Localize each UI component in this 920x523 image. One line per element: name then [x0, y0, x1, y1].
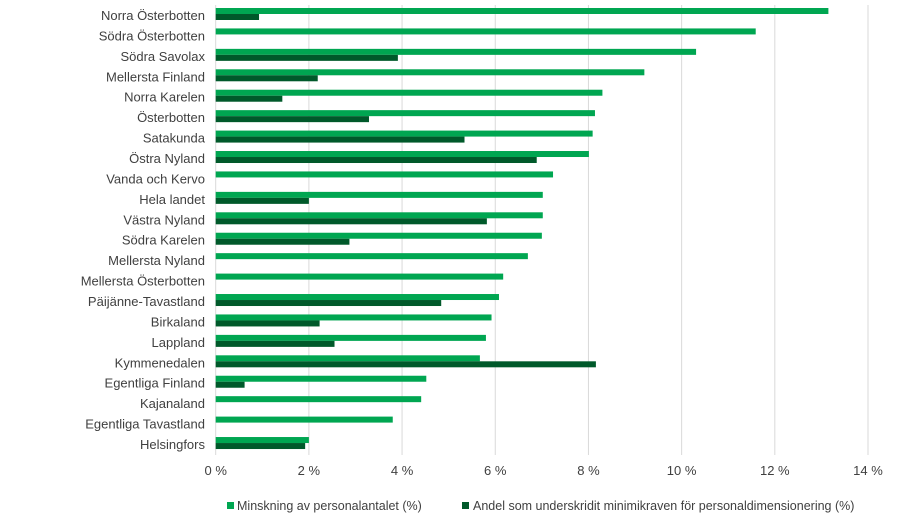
bar-series-1 [215, 253, 528, 260]
bar-series-2 [215, 381, 245, 388]
bar-series-1 [215, 416, 393, 423]
bar-series-1 [215, 334, 486, 341]
bar-series-1 [215, 110, 595, 117]
bar-series-1 [215, 69, 645, 76]
x-tick-labels: 0 % 2 % 4 % 6 % 8 % 10 % 12 % 14 % [204, 463, 883, 478]
bar-series-2 [215, 443, 306, 450]
bar-series-1 [215, 355, 480, 362]
category-label: Lappland [152, 335, 206, 350]
category-labels: Norra Österbotten Södra Österbotten Södra … [81, 8, 206, 452]
bar-series-1 [215, 314, 492, 321]
category-label: Mellersta Finland [106, 69, 205, 84]
x-tick-label: 6 % [484, 463, 507, 478]
category-label: Egentliga Tavastland [85, 417, 205, 432]
x-tick-label: 14 % [853, 463, 883, 478]
category-label: Mellersta Österbotten [81, 274, 205, 289]
bar-series-1 [215, 232, 542, 239]
category-label: Kajanaland [140, 396, 205, 411]
bar-series-2 [215, 361, 596, 368]
x-tick-label: 12 % [760, 463, 790, 478]
category-label: Helsingfors [140, 437, 206, 452]
bar-series-2 [215, 320, 320, 327]
bar-series-1 [215, 89, 603, 96]
legend-swatch-series-1 [227, 502, 234, 509]
legend-label-series-2: Andel som underskridit minimikraven för … [473, 499, 854, 513]
bar-series-1 [215, 8, 829, 14]
bar-series-2 [215, 136, 465, 143]
bar-series-1 [215, 375, 427, 382]
bar-series-2 [215, 300, 442, 307]
x-tick-label: 4 % [391, 463, 414, 478]
x-tick-label: 10 % [667, 463, 697, 478]
bar-series-1 [215, 294, 499, 301]
bar-series-2 [215, 54, 398, 61]
bar-series-2 [215, 218, 487, 225]
category-label: Birkaland [151, 314, 205, 329]
bar-series-2 [215, 14, 260, 20]
legend-swatch-series-2 [462, 502, 469, 509]
x-tick-label: 8 % [577, 463, 600, 478]
legend-label-series-1: Minskning av personalantalet (%) [237, 499, 422, 513]
category-label: Kymmenedalen [115, 355, 205, 370]
bar-series-2 [215, 197, 309, 204]
bar-series-1 [215, 28, 756, 35]
bar-series-2 [215, 238, 350, 245]
category-label: Södra Savolax [120, 49, 205, 64]
bar-series-1 [215, 273, 504, 280]
category-label: Norra Karelen [124, 90, 205, 105]
category-label: Satakunda [143, 131, 206, 146]
bar-series-2 [215, 95, 283, 102]
bar-series-1 [215, 396, 422, 403]
category-label: Hela landet [139, 192, 205, 207]
bar-series-2 [215, 340, 335, 347]
category-label: Södra Karelen [122, 233, 205, 248]
category-label: Västra Nyland [123, 212, 205, 227]
bar-series-2 [215, 75, 318, 82]
category-label: Östra Nyland [129, 151, 205, 166]
category-label: Österbotten [137, 110, 205, 125]
category-label: Södra Österbotten [99, 28, 205, 43]
bar-series-1 [215, 151, 589, 158]
bar-series-1 [215, 48, 697, 55]
bar-series-2 [215, 116, 369, 123]
category-label: Vanda och Kervo [106, 171, 205, 186]
x-tick-label: 0 % [204, 463, 227, 478]
x-tick-label: 2 % [298, 463, 321, 478]
legend: Minskning av personalantalet (%) Andel s… [227, 499, 854, 513]
bar-series-1 [215, 171, 554, 178]
bar-series-1 [215, 130, 593, 137]
bar-series-2 [215, 157, 537, 164]
category-label: Egentliga Finland [105, 376, 205, 391]
bar-series-1 [215, 437, 309, 444]
bar-series-1 [215, 191, 543, 198]
category-label: Päijänne-Tavastland [88, 294, 205, 309]
bars [215, 8, 829, 450]
category-label: Norra Österbotten [101, 8, 205, 23]
category-label: Mellersta Nyland [108, 253, 205, 268]
bar-series-1 [215, 212, 543, 219]
